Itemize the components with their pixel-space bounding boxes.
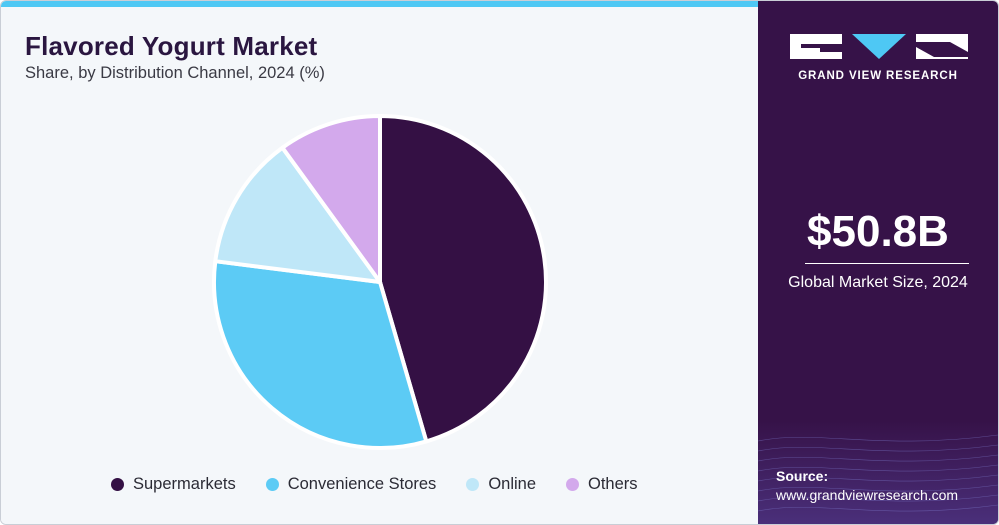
- chart-panel: Flavored Yogurt Market Share, by Distrib…: [1, 1, 758, 524]
- legend-item-supermarkets: Supermarkets: [111, 475, 236, 494]
- page-title: Flavored Yogurt Market: [25, 31, 318, 61]
- page-subtitle: Share, by Distribution Channel, 2024 (%): [25, 64, 325, 82]
- legend-swatch: [265, 478, 279, 491]
- legend-label: Online: [488, 475, 537, 493]
- legend-label: Convenience Stores: [287, 475, 437, 493]
- legend-item-online: Online: [466, 475, 536, 494]
- pie-slice-supermarkets: [378, 114, 548, 444]
- grand-view-research-logo: [790, 34, 968, 59]
- legend-swatch: [566, 478, 580, 491]
- pie-chart: [212, 114, 548, 450]
- market-size-value: $50.8B: [807, 207, 949, 256]
- legend-item-convenience-stores: Convenience Stores: [265, 475, 437, 494]
- pie-slice-convenience-stores: [212, 259, 429, 450]
- pie-slice-others: [280, 114, 382, 284]
- market-size-label: Global Market Size, 2024: [788, 274, 968, 291]
- source-label: Source:: [776, 468, 829, 484]
- legend-swatch: [111, 478, 124, 491]
- legend-label: Supermarkets: [133, 475, 236, 493]
- pie-slice-online: [213, 145, 382, 284]
- divider: [805, 263, 969, 264]
- accent-bar: [1, 1, 758, 7]
- source-url: www.grandviewresearch.com: [776, 487, 959, 503]
- legend-item-others: Others: [566, 475, 638, 494]
- legend-swatch: [466, 478, 480, 491]
- legend-label: Others: [588, 475, 638, 493]
- brand-name: GRAND VIEW RESEARCH: [798, 70, 958, 82]
- chart-legend: Supermarkets Convenience Stores Online Othe…: [111, 475, 668, 494]
- decorative-wave-pattern: [758, 421, 998, 524]
- sidebar-panel: GRAND VIEW RESEARCH $50.8B Global Market…: [758, 1, 998, 524]
